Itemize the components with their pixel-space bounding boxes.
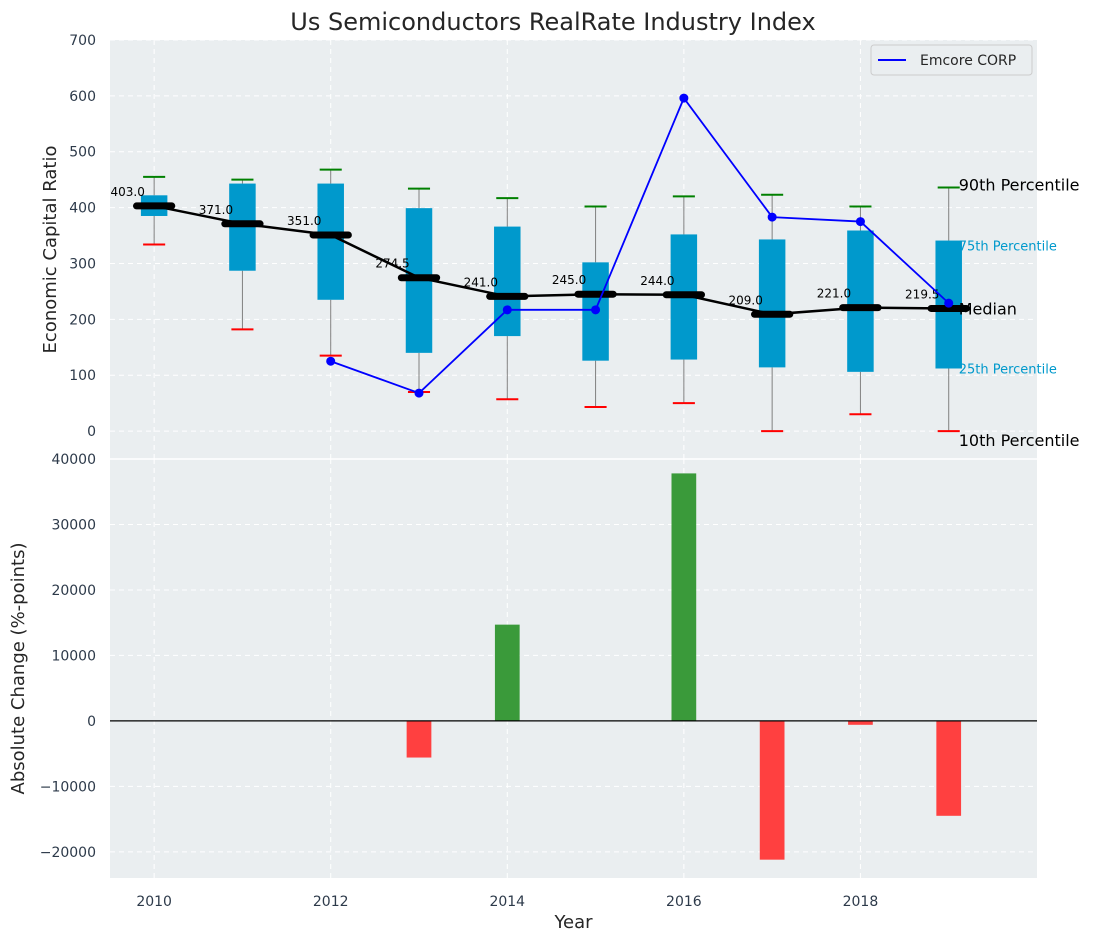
top-y-tick-label: 0 bbox=[87, 424, 96, 440]
company-point bbox=[326, 356, 336, 366]
x-tick-label: 2010 bbox=[136, 894, 172, 910]
annotation-median: Median bbox=[959, 299, 1017, 318]
median-line bbox=[153, 204, 949, 316]
bottom-y-tick-label: −10000 bbox=[40, 779, 96, 795]
box-2012 bbox=[309, 168, 352, 357]
median-value-label: 351.0 bbox=[287, 214, 321, 228]
top-y-tick-label: 700 bbox=[69, 33, 96, 49]
annotation-p75: 75th Percentile bbox=[959, 240, 1057, 255]
top-y-tick-label: 100 bbox=[69, 368, 96, 384]
company-point bbox=[855, 217, 865, 227]
chart-title: Us Semiconductors RealRate Industry Inde… bbox=[290, 8, 815, 36]
bottom-plot-background bbox=[110, 459, 1037, 878]
company-point bbox=[679, 93, 689, 103]
bottom-y-tick-label: 10000 bbox=[51, 648, 96, 664]
x-tick-label: 2012 bbox=[313, 894, 349, 910]
median-value-label: 245.0 bbox=[552, 273, 586, 287]
iqr-box bbox=[847, 230, 874, 372]
bottom-y-tick-label: 30000 bbox=[51, 517, 96, 533]
company-point bbox=[767, 212, 777, 222]
company-point bbox=[944, 298, 954, 308]
top-y-tick-label: 500 bbox=[69, 145, 96, 161]
x-tick-label: 2018 bbox=[843, 894, 879, 910]
top-y-tick-label: 600 bbox=[69, 89, 96, 105]
median-value-label: 244.0 bbox=[640, 274, 674, 288]
top-y-axis-label: Economic Capital Ratio bbox=[40, 146, 61, 354]
change-bar-2017 bbox=[759, 720, 785, 860]
change-bar-2013 bbox=[406, 720, 432, 758]
legend-label: Emcore CORP bbox=[920, 53, 1016, 69]
company-point bbox=[502, 305, 512, 315]
bottom-y-tick-label: 20000 bbox=[51, 583, 96, 599]
company-point bbox=[414, 388, 424, 398]
company-point bbox=[591, 305, 601, 315]
iqr-box bbox=[317, 183, 344, 300]
median-value-label: 403.0 bbox=[110, 185, 144, 199]
median-value-label: 371.0 bbox=[199, 203, 233, 217]
box-2018 bbox=[839, 205, 882, 416]
top-plot-background bbox=[110, 40, 1037, 459]
median-value-label: 209.0 bbox=[728, 293, 762, 307]
legend: Emcore CORP bbox=[870, 44, 1033, 76]
bottom-y-tick-label: 0 bbox=[87, 714, 96, 730]
bottom-y-axis-label: Absolute Change (%-points) bbox=[8, 543, 29, 795]
legend-box bbox=[870, 44, 1033, 76]
median-value-label: 219.5 bbox=[905, 287, 939, 301]
top-panel: 0 100 200 300 400 500 600 700 Economic Capital R… bbox=[40, 33, 1080, 459]
change-bar-2019 bbox=[936, 720, 962, 816]
median-value-label: 221.0 bbox=[817, 287, 851, 301]
median-value-label: 274.5 bbox=[375, 257, 409, 271]
bottom-y-tick-label: −20000 bbox=[40, 845, 96, 861]
x-tick-label: 2016 bbox=[666, 894, 702, 910]
company-line bbox=[330, 96, 950, 395]
x-tick-label: 2014 bbox=[489, 894, 525, 910]
top-y-tick-label: 300 bbox=[69, 256, 96, 272]
change-bar-2014 bbox=[494, 624, 520, 721]
change-bar-2018 bbox=[848, 720, 873, 725]
bottom-panel: 2010 2012 2014 2016 2018 −20000 −10000 0 10000 20… bbox=[8, 452, 1037, 933]
annotation-p25: 25th Percentile bbox=[959, 362, 1057, 377]
annotation-p10: 10th Percentile bbox=[959, 431, 1080, 450]
iqr-box bbox=[758, 239, 786, 368]
change-bar-2016 bbox=[671, 473, 697, 721]
annotation-p90: 90th Percentile bbox=[959, 175, 1080, 194]
top-y-tick-label: 200 bbox=[69, 312, 96, 328]
median-value-label: 241.0 bbox=[464, 275, 498, 289]
bottom-y-tick-label: 40000 bbox=[51, 452, 96, 468]
top-y-tick-label: 400 bbox=[69, 201, 96, 217]
x-axis-label: Year bbox=[553, 912, 593, 933]
